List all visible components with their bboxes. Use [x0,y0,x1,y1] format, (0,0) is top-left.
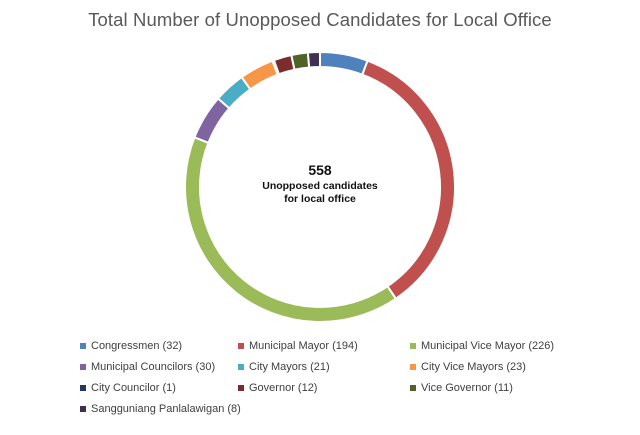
legend-swatch [410,385,416,391]
center-caption: Unopposed candidates for local office [220,180,420,206]
donut-slice-sangguniang-panlalawigan [306,50,321,69]
legend-swatch [80,406,86,412]
legend-swatch [238,343,244,349]
donut-slice-congressmen [319,50,369,76]
legend-item: Municipal Vice Mayor (226) [410,338,600,354]
legend-swatch [410,343,416,349]
legend-item: City Mayors (21) [238,359,410,375]
donut-slice-municipal-councilors [193,97,231,145]
legend-label: Municipal Mayor (194) [249,340,358,352]
legend: Congressmen (32) Municipal Mayor (194) Mun… [80,338,620,417]
donut-slice-vice-governor [290,51,311,71]
legend-label: Municipal Councilors (30) [91,361,216,373]
legend-label: Vice Governor (11) [421,382,513,394]
legend-item: City Vice Mayors (23) [410,359,600,375]
legend-item: Municipal Mayor (194) [238,338,410,354]
legend-item: Governor (12) [238,380,410,396]
legend-swatch [238,385,244,391]
legend-label: Governor (12) [249,382,318,394]
legend-label: City Councilor (1) [91,382,176,394]
donut-chart [184,50,456,323]
legend-label: Congressmen (32) [91,340,183,352]
center-caption-line-1: Unopposed candidates [262,180,378,192]
legend-label: City Vice Mayors (23) [421,361,526,373]
legend-swatch [80,385,86,391]
legend-item: Sangguniang Panlalawigan (8) [80,401,241,417]
legend-swatch [238,364,244,370]
legend-item: Congressmen (32) [80,338,238,354]
legend-label: Municipal Vice Mayor (226) [421,340,555,352]
legend-item: Municipal Councilors (30) [80,359,238,375]
legend-swatch [80,364,86,370]
legend-label: City Mayors (21) [249,361,330,373]
legend-label: Sangguniang Panlalawigan (8) [91,403,241,415]
donut-slice-city-vice-mayors [240,59,279,91]
legend-swatch [80,343,86,349]
legend-swatch [410,364,416,370]
center-total: 558 [308,162,332,178]
chart-title: Total Number of Unopposed Candidates for… [88,9,552,30]
legend-item: City Councilor (1) [80,380,238,396]
legend-item: Vice Governor (11) [410,380,600,396]
center-caption-line-2: for local office [284,193,356,205]
